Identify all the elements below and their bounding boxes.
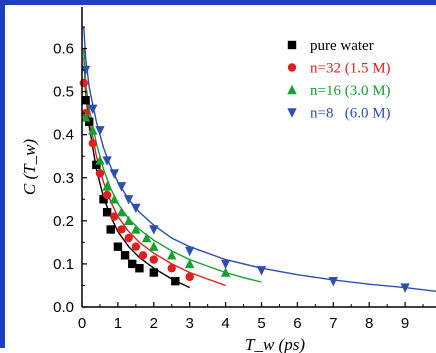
- point-series-1: [110, 212, 119, 221]
- point-series-1: [149, 255, 158, 264]
- point-series-3: [109, 169, 120, 179]
- x-tick-label: 1: [114, 315, 122, 332]
- point-series-2: [131, 224, 141, 234]
- point-series-1: [88, 139, 97, 148]
- legend-label-series-1: n=32 (1.5 M): [310, 61, 391, 77]
- y-axis-label: C (T_w): [20, 139, 39, 196]
- point-series-2: [80, 112, 91, 122]
- point-series-0: [149, 268, 158, 277]
- point-series-3: [185, 246, 195, 257]
- point-series-0: [120, 251, 130, 260]
- point-series-2: [123, 215, 134, 226]
- x-axis-label: T_w (ps): [245, 335, 305, 353]
- y-tick-label: 0.3: [53, 170, 74, 187]
- point-series-3: [131, 203, 141, 214]
- y-tick-label: 0.0: [53, 299, 74, 316]
- point-series-0: [81, 96, 90, 105]
- point-series-3: [256, 266, 267, 276]
- legend-marker-series-3: [287, 108, 297, 118]
- point-series-0: [106, 225, 115, 234]
- point-series-1: [117, 225, 126, 234]
- point-series-3: [400, 283, 410, 293]
- point-series-3: [220, 259, 231, 270]
- point-series-2: [88, 125, 98, 135]
- point-series-3: [80, 65, 91, 76]
- point-series-0: [92, 160, 101, 170]
- y-tick-label: 0.6: [53, 41, 74, 58]
- x-tick-label: 5: [257, 315, 265, 332]
- x-tick-label: 0: [78, 315, 86, 332]
- point-series-2: [141, 232, 152, 243]
- point-series-0: [99, 195, 108, 204]
- x-tick-label: 4: [221, 315, 229, 332]
- point-series-2: [220, 267, 231, 277]
- axes: 012345678910.00.10.20.30.40.50.6T_w (ps)…: [20, 7, 436, 353]
- point-series-3: [123, 195, 134, 205]
- legend-label-series-2: n=16 (3.0 M): [310, 83, 391, 99]
- point-series-3: [149, 225, 159, 235]
- point-series-1: [138, 251, 148, 260]
- point-series-1: [79, 78, 88, 88]
- point-series-3: [328, 276, 338, 287]
- point-series-2: [185, 258, 195, 269]
- x-tick-label: 6: [293, 315, 301, 332]
- point-series-2: [95, 155, 105, 165]
- point-series-1: [124, 233, 133, 243]
- point-series-0: [84, 117, 94, 126]
- point-series-3: [116, 182, 127, 192]
- point-series-0: [135, 264, 144, 273]
- point-series-2: [109, 194, 120, 204]
- legend-marker-series-2: [287, 84, 297, 95]
- point-series-3: [88, 104, 98, 115]
- x-tick-label: 9: [401, 315, 409, 332]
- y-tick-label: 0.4: [53, 127, 74, 144]
- y-tick-label: 0.2: [53, 213, 74, 230]
- point-series-3: [95, 126, 105, 136]
- data-points: [79, 65, 410, 293]
- point-series-2: [167, 250, 177, 260]
- point-series-3: [102, 156, 112, 166]
- y-tick-label: 0.1: [53, 256, 74, 273]
- point-series-1: [167, 264, 176, 273]
- point-series-0: [128, 259, 137, 269]
- point-series-0: [102, 208, 112, 217]
- legend-marker-series-0: [287, 40, 297, 50]
- x-tick-label: 2: [150, 315, 158, 332]
- y-tick-label: 0.5: [53, 84, 74, 101]
- point-series-1: [102, 190, 112, 200]
- point-series-0: [171, 276, 180, 286]
- legend-label-series-0: pure water: [310, 38, 374, 54]
- point-series-2: [102, 181, 112, 191]
- point-series-1: [185, 272, 194, 282]
- point-series-1: [95, 169, 105, 178]
- chart-svg: 012345678910.00.10.20.30.40.50.6T_w (ps)…: [20, 7, 436, 353]
- legend-label-series-3: n=8 (6.0 M): [310, 106, 391, 122]
- point-series-0: [113, 242, 123, 251]
- x-tick-label: 3: [186, 315, 194, 332]
- x-tick-label: 8: [365, 315, 373, 332]
- point-series-2: [149, 241, 159, 251]
- legend-marker-series-1: [287, 63, 297, 72]
- point-series-2: [116, 207, 127, 217]
- point-series-1: [131, 242, 141, 251]
- x-tick-label: 7: [329, 315, 337, 332]
- legend: pure water n=32 (1.5 M) n=16 (3.0 M) n=8 (6…: [287, 38, 391, 122]
